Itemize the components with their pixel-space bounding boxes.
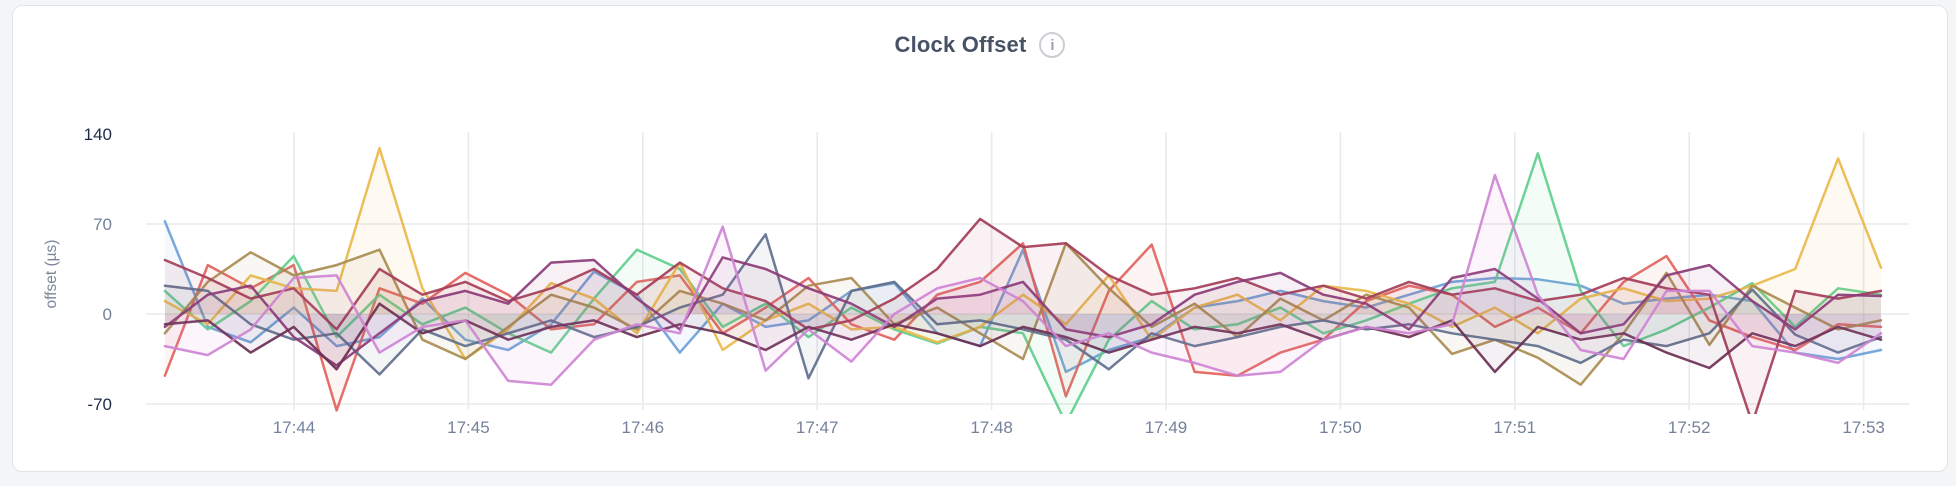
series-area-s2 [164,243,1881,411]
series-line-s5 [163,242,1883,386]
series-area-s5 [164,243,1881,385]
x-tick-label: 17:50 [1319,418,1362,437]
series-area-s1 [164,221,1881,372]
series-line-s6 [163,233,1883,380]
y-axis-title: offset (µs) [43,240,60,309]
series-area-s3 [164,153,1881,414]
chart-card: Clock Offset i 140 70 0 -70 17:44 17:45 17:46 1… [12,5,1948,472]
series-line-s7 [163,217,1883,414]
clock-offset-chart[interactable]: 140 70 0 -70 17:44 17:45 17:46 17:47 17:48 17:49 1… [13,6,1949,473]
series-area-s9 [164,303,1881,372]
y-tick-label: 140 [84,125,112,144]
x-tick-label: 17:52 [1668,418,1711,437]
series-line-s10 [163,173,1883,386]
x-tick-label: 17:45 [447,418,490,437]
x-tick-label: 17:44 [273,418,316,437]
x-tick-label: 17:47 [796,418,839,437]
x-tick-label: 17:49 [1145,418,1188,437]
x-tick-label: 17:46 [622,418,665,437]
x-tick-label: 17:53 [1842,418,1885,437]
info-icon[interactable]: i [1039,32,1066,58]
series-line-s9 [163,302,1883,374]
y-tick-label: 0 [103,305,112,324]
series-area-s10 [164,175,1881,385]
series-area-s7 [164,218,1881,414]
y-tick-label: -70 [87,395,112,414]
series-line-s3 [163,152,1883,414]
y-tick-label: 70 [93,215,112,234]
series-line-s2 [163,242,1883,412]
series-line-s8 [163,256,1883,367]
series-line-s4 [163,146,1883,361]
x-tick-label: 17:48 [970,418,1013,437]
series-area-s8 [164,257,1881,366]
chart-header: Clock Offset i [13,32,1947,58]
x-tick-label: 17:51 [1494,418,1537,437]
chart-title: Clock Offset [894,32,1027,57]
